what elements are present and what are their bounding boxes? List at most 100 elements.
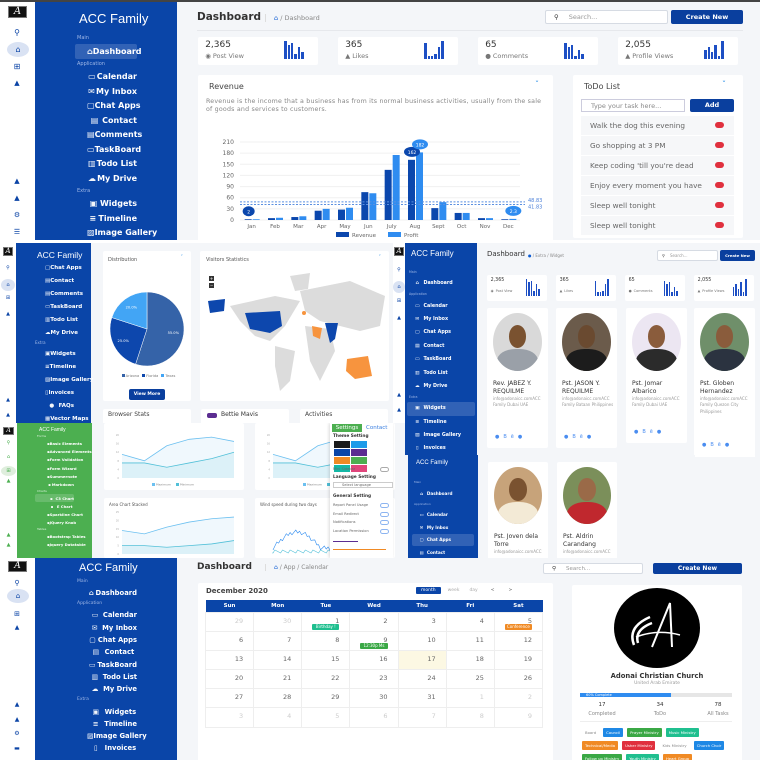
sidebar-item-contact[interactable]: ▤ Contact — [407, 340, 475, 353]
sidebar-item-calendar[interactable]: ▭ Calendar — [412, 509, 474, 522]
sidebar-item-taskboard[interactable]: ▭ TaskBoard — [75, 142, 141, 157]
user-icon[interactable]: ▲ — [397, 407, 401, 413]
delete-icon[interactable] — [715, 122, 724, 128]
grid-icon[interactable]: ⊞ — [14, 610, 20, 618]
search-icon[interactable]: ⚲ — [14, 579, 20, 587]
home-icon[interactable]: ⌂ — [6, 454, 11, 460]
user-icon[interactable]: ▲ — [6, 412, 10, 418]
calendar-day[interactable]: 8 — [445, 707, 495, 728]
sidebar-item-my-inbox[interactable]: ✉ My Inbox — [75, 622, 137, 634]
create-new-button[interactable]: Create New — [720, 250, 755, 261]
calendar-day[interactable]: 30 — [349, 688, 399, 709]
lock-icon[interactable]: ▲ — [14, 624, 20, 631]
sidebar-item-widgets[interactable]: ▣ Widgets — [75, 705, 137, 717]
sidebar-item-calendar[interactable]: ▭ Calendar — [75, 609, 137, 621]
sidebar-item-image-gallery[interactable]: ▨ Image Gallery — [75, 730, 147, 742]
calendar-day[interactable]: 6 — [204, 630, 255, 651]
sidebar-item-form-validation[interactable]: ▪ Form Validation — [35, 456, 83, 464]
search-input[interactable]: ⚲ Search... — [545, 10, 668, 24]
sidebar-item-jquery-datatable[interactable]: ▪ Jquery Datatable — [35, 541, 86, 549]
sidebar-item-todo-list[interactable]: ▥ Todo List — [75, 157, 137, 172]
language-select[interactable]: Select language — [333, 482, 393, 488]
calendar-day[interactable]: 6 — [349, 707, 399, 728]
sidebar-item-calendar[interactable]: ▭ Calendar — [75, 70, 137, 85]
calendar-day[interactable]: 1 — [445, 688, 495, 709]
dribbble-icon[interactable]: ● — [724, 442, 734, 448]
calendar-day[interactable]: 27 — [204, 688, 255, 709]
globe-icon[interactable]: ● — [702, 442, 711, 448]
behance-icon[interactable]: Bē — [642, 429, 657, 435]
delete-icon[interactable] — [715, 162, 724, 168]
delete-icon[interactable] — [715, 202, 724, 208]
sidebar-item-calendar[interactable]: ▭ Calendar — [407, 299, 475, 312]
calendar-day[interactable]: 5 — [301, 707, 351, 728]
calendar-day[interactable]: 2 — [349, 611, 399, 632]
calendar-day[interactable]: 29 — [301, 688, 351, 709]
calendar-day[interactable]: 22 — [301, 669, 351, 690]
search-icon[interactable]: ⚲ — [6, 440, 11, 446]
sidebar-item-my-inbox[interactable]: ✉ My Inbox — [407, 313, 475, 326]
sidebar-item-bootstrap-tables[interactable]: ▪ Bootstrap Tables — [35, 532, 86, 540]
sidebar-item-advanced-elements[interactable]: ▪ Advanced Elements — [35, 448, 92, 456]
contact-tab[interactable]: Contact — [366, 425, 388, 431]
tag-technical-media[interactable]: Technical/Media — [582, 741, 619, 750]
sidebar-item-dashboard[interactable]: ⌂ Dashboard — [412, 487, 474, 500]
calendar-day[interactable]: 4 — [445, 611, 495, 632]
settings-icon[interactable]: ⚙ — [13, 211, 21, 219]
sidebar-item-sparkline-chart[interactable]: ▪ Sparkline Chart — [35, 511, 83, 519]
sidebar-item-chat-apps[interactable]: ▢ Chat Apps — [75, 634, 137, 646]
search-icon[interactable]: ⚲ — [397, 267, 401, 273]
sidebar-item-comments[interactable]: ▤ Comments — [33, 287, 83, 300]
lock-icon[interactable]: ▲ — [6, 311, 10, 317]
bell-icon[interactable]: ▲ — [397, 392, 401, 398]
calendar-event[interactable]: Conference — [504, 623, 532, 630]
tag-kids-ministry[interactable]: Kids Ministry — [662, 743, 687, 748]
sidebar-item-basic-elements[interactable]: ▪ Basic Elements — [35, 440, 82, 448]
calendar-day[interactable]: 11 — [445, 630, 495, 651]
calendar-day[interactable]: 16 — [349, 649, 399, 671]
todo-item[interactable]: Sleep well tonight — [581, 196, 734, 215]
user-icon[interactable]: ▲ — [6, 542, 11, 548]
globe-icon[interactable]: ● — [495, 434, 504, 440]
notifications-toggle[interactable] — [380, 520, 389, 525]
calendar-day[interactable]: 10 — [397, 630, 447, 651]
breadcrumb-item[interactable]: App — [283, 564, 296, 571]
theme-color-swatch[interactable] — [333, 441, 350, 448]
calendar-day[interactable]: 18 — [445, 649, 495, 671]
calendar-day[interactable]: 3 — [204, 707, 255, 728]
calendar-day[interactable]: 5 Conference — [493, 611, 544, 632]
globe-icon[interactable]: ● — [634, 429, 643, 435]
sidebar-item-my-inbox[interactable]: ✉ My Inbox — [75, 84, 137, 99]
calendar-day[interactable]: 30 — [253, 611, 303, 632]
search-input[interactable]: ⚲ Search... — [657, 250, 718, 261]
collapse-icon[interactable]: ˇ — [535, 80, 539, 89]
prev-month-button[interactable]: < — [490, 588, 495, 593]
calendar-day[interactable]: 25 — [445, 669, 495, 690]
home-icon[interactable]: ● — [528, 253, 532, 258]
menu-icon[interactable]: ☰ — [13, 228, 21, 236]
home-icon[interactable]: ⌂ — [1, 279, 15, 291]
calendar-day[interactable]: 7 — [253, 630, 303, 651]
todo-input[interactable]: Type your task here... — [581, 99, 685, 112]
delete-icon[interactable] — [715, 182, 724, 188]
todo-item[interactable]: Keep coding 'till you're dead — [581, 156, 734, 175]
user-icon[interactable]: ▲ — [14, 194, 20, 202]
sidebar-item-form-wizard[interactable]: ▪ Form Wizard — [35, 464, 77, 472]
sidebar-item-vector-maps[interactable]: ▦ Vector Maps — [33, 412, 89, 423]
tag-prayer-ministry[interactable]: Prayer Ministry — [627, 728, 662, 737]
sidebar-item-chat-apps[interactable]: ▢ Chat Apps — [33, 261, 82, 274]
sidebar-item-widgets[interactable]: ▣ Widgets — [33, 347, 76, 360]
theme-color-swatch[interactable] — [350, 457, 367, 464]
search-input[interactable]: ⚲ Search... — [543, 563, 643, 574]
tag-board[interactable]: Board — [585, 730, 597, 735]
sidebar-item-dashboard[interactable]: ⌂ Dashboard — [75, 44, 142, 59]
grid-icon[interactable]: ⊞ — [13, 62, 21, 71]
view-more-button[interactable]: View More — [129, 389, 165, 400]
calendar-day[interactable]: 28 — [253, 688, 303, 709]
behance-icon[interactable]: Bē — [710, 442, 725, 448]
breadcrumb-item[interactable]: Calendar — [301, 564, 329, 571]
sidebar-item-taskboard[interactable]: ▭ TaskBoard — [33, 300, 82, 313]
sidebar-item-e-chart[interactable]: ▪ E Chart — [35, 502, 74, 510]
sidebar-item-contact[interactable]: ▤ Contact — [75, 113, 137, 128]
todo-item[interactable]: Go shopping at 3 PM — [581, 136, 734, 155]
